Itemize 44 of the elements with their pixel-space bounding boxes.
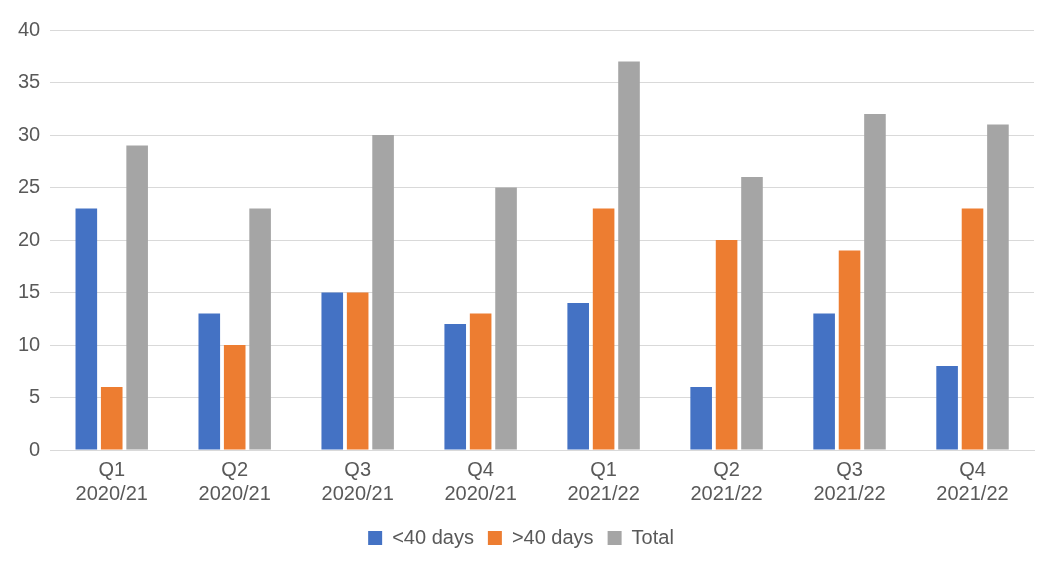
bar xyxy=(936,366,958,450)
x-tick-label: Q2 2020/21 xyxy=(198,457,271,504)
x-tick-label: Q2 2021/22 xyxy=(690,457,763,504)
y-tick-label: 35 xyxy=(18,70,41,93)
x-tick-label: Q3 2021/22 xyxy=(813,457,886,504)
y-tick-label: 20 xyxy=(18,227,41,250)
bar xyxy=(741,177,763,450)
legend-label: >40 days xyxy=(511,525,594,548)
bar xyxy=(249,208,271,450)
bar xyxy=(372,135,394,450)
x-tick-label: Q1 2020/21 xyxy=(75,457,148,504)
y-tick-label: 15 xyxy=(18,280,41,303)
bar xyxy=(690,387,712,450)
bar xyxy=(567,303,589,450)
x-tick-label: Q1 2021/22 xyxy=(567,457,640,504)
x-tick-label: Q4 2020/21 xyxy=(444,457,517,504)
bar xyxy=(864,114,886,450)
bar xyxy=(75,208,98,450)
bar xyxy=(618,61,640,450)
bar xyxy=(223,345,246,450)
y-tick-label: 5 xyxy=(29,385,41,408)
bar xyxy=(126,145,148,450)
bar xyxy=(321,292,344,450)
y-tick-label: 0 xyxy=(29,437,41,460)
y-tick-label: 40 xyxy=(18,17,41,40)
bar xyxy=(346,292,369,450)
bar xyxy=(838,250,861,450)
y-tick-label: 10 xyxy=(18,332,41,355)
bar xyxy=(444,324,467,450)
bar xyxy=(469,313,492,450)
bar xyxy=(715,240,738,450)
bar xyxy=(987,124,1009,450)
x-tick-label: Q3 2020/21 xyxy=(321,457,394,504)
bar xyxy=(495,187,517,450)
bar xyxy=(961,208,984,450)
y-tick-label: 25 xyxy=(18,175,41,198)
bar xyxy=(100,387,123,450)
legend-label: <40 days xyxy=(392,525,474,548)
bar xyxy=(198,313,221,450)
x-tick-label: Q4 2021/22 xyxy=(936,457,1009,504)
legend-label: Total xyxy=(631,525,674,548)
bar xyxy=(592,208,615,450)
bar xyxy=(813,313,835,450)
y-tick-label: 30 xyxy=(18,122,41,145)
